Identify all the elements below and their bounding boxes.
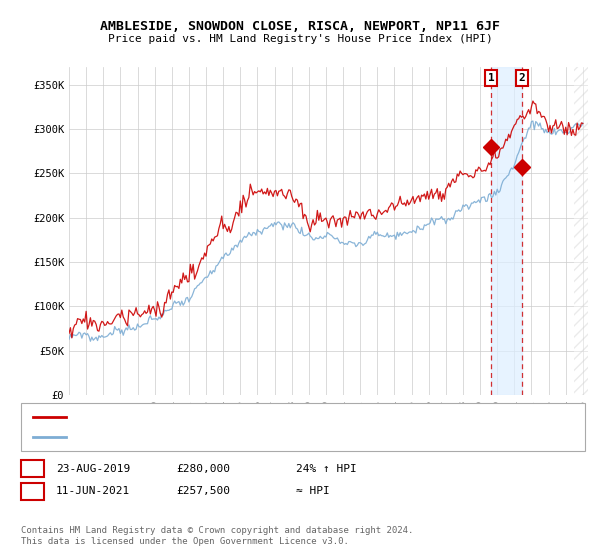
Text: 2: 2 [518,73,526,83]
Text: 1: 1 [488,73,494,83]
Text: 2: 2 [29,486,36,496]
Text: AMBLESIDE, SNOWDON CLOSE, RISCA, NEWPORT, NP11 6JF: AMBLESIDE, SNOWDON CLOSE, RISCA, NEWPORT… [100,20,500,32]
Text: £280,000: £280,000 [176,464,230,474]
Text: Price paid vs. HM Land Registry's House Price Index (HPI): Price paid vs. HM Land Registry's House … [107,34,493,44]
Text: HPI: Average price, detached house, Caerphilly: HPI: Average price, detached house, Caer… [75,432,351,442]
Text: 23-AUG-2019: 23-AUG-2019 [56,464,130,474]
Text: £257,500: £257,500 [176,486,230,496]
Bar [491,67,522,395]
Text: 1: 1 [29,464,36,474]
Text: Contains HM Land Registry data © Crown copyright and database right 2024.
This d: Contains HM Land Registry data © Crown c… [21,526,413,546]
Text: AMBLESIDE, SNOWDON CLOSE, RISCA, NEWPORT, NP11 6JF (detached house): AMBLESIDE, SNOWDON CLOSE, RISCA, NEWPORT… [75,412,477,422]
Bar [574,67,600,395]
Text: ≈ HPI: ≈ HPI [296,486,329,496]
Text: 24% ↑ HPI: 24% ↑ HPI [296,464,356,474]
Text: 11-JUN-2021: 11-JUN-2021 [56,486,130,496]
